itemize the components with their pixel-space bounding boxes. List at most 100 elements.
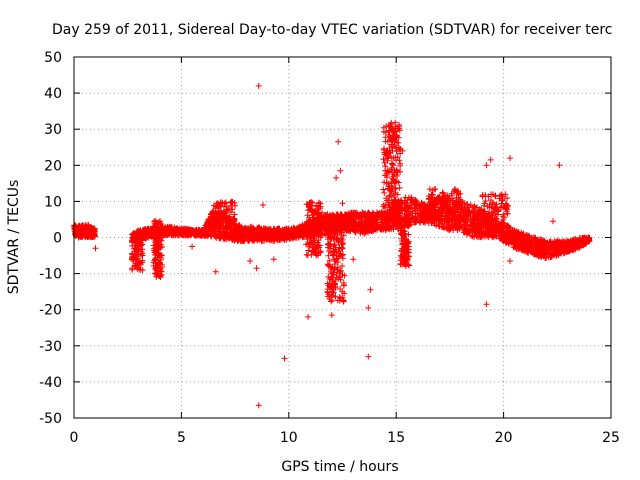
- spike-point: [326, 296, 333, 302]
- spike-point: [498, 191, 505, 198]
- band-point: [519, 231, 526, 238]
- band-point: [349, 211, 356, 218]
- spike-point: [391, 198, 398, 205]
- y-tick-label: -40: [39, 375, 62, 391]
- spike-point: [497, 221, 504, 228]
- spike-point: [129, 242, 136, 249]
- spike-point: [313, 245, 319, 251]
- spike-point: [332, 293, 339, 300]
- y-tick-label: -20: [39, 303, 62, 319]
- spike-point: [425, 196, 432, 203]
- spike-point: [85, 226, 92, 233]
- spike-point: [79, 222, 86, 229]
- band-point: [583, 235, 590, 242]
- band-point: [208, 228, 215, 235]
- spike-point: [328, 282, 335, 289]
- band-point: [369, 209, 376, 216]
- band-point: [464, 204, 471, 211]
- band-point: [383, 219, 390, 226]
- band-point: [162, 228, 169, 235]
- spike-point: [453, 201, 460, 208]
- spike-point: [392, 144, 399, 151]
- band-point: [429, 215, 436, 222]
- band-point: [449, 211, 456, 218]
- band-point: [454, 224, 461, 231]
- spike-point: [492, 192, 499, 199]
- band-point: [247, 223, 254, 230]
- band-point: [556, 248, 563, 255]
- band-point: [549, 241, 556, 248]
- spike-point: [331, 256, 338, 263]
- spike-point: [151, 220, 158, 227]
- spike-point: [154, 224, 161, 230]
- spike-point: [309, 240, 316, 246]
- spike-point: [389, 206, 396, 213]
- data-points: [71, 82, 593, 409]
- spike-point: [341, 282, 347, 288]
- band-point: [352, 213, 359, 220]
- band-point: [403, 200, 409, 207]
- spike-point: [395, 209, 402, 216]
- band-point: [147, 228, 153, 235]
- band-point: [370, 227, 377, 234]
- band-point: [464, 213, 471, 220]
- band-point: [402, 205, 409, 212]
- band-point: [471, 234, 478, 240]
- spike-point: [337, 276, 344, 283]
- band-point: [512, 237, 519, 244]
- spike-point: [135, 250, 142, 257]
- band-point: [460, 210, 467, 217]
- spike-point: [153, 266, 160, 273]
- spike-point: [481, 200, 488, 207]
- spike-point: [447, 205, 454, 212]
- band-point: [556, 240, 563, 246]
- band-point: [496, 228, 503, 235]
- spike-point: [449, 197, 456, 204]
- band-point: [411, 219, 418, 226]
- spike-point: [217, 213, 224, 220]
- band-point: [427, 211, 434, 218]
- band-point: [551, 244, 558, 251]
- band-point: [505, 227, 512, 234]
- x-tick-label: 0: [70, 430, 79, 446]
- band-point: [497, 235, 504, 242]
- band-point: [545, 247, 551, 254]
- spike-point: [324, 216, 331, 223]
- spike-point: [387, 133, 393, 140]
- y-tick-label: 0: [53, 231, 62, 247]
- band-point: [367, 219, 374, 226]
- spike-point: [311, 235, 318, 242]
- band-point: [347, 223, 354, 230]
- spike-point: [431, 196, 438, 203]
- spike-point: [400, 241, 407, 248]
- band-point: [520, 244, 527, 251]
- spike-point: [381, 179, 388, 186]
- spike-point: [228, 209, 234, 216]
- spike-point: [135, 234, 142, 241]
- band-point: [418, 201, 425, 208]
- spike-point: [307, 207, 314, 214]
- band-point: [180, 232, 187, 239]
- band-point: [405, 223, 412, 230]
- spike-point: [339, 263, 346, 269]
- spike-point: [327, 234, 334, 241]
- band-point: [433, 222, 439, 229]
- spike-point: [405, 231, 412, 238]
- spike-point: [132, 236, 139, 243]
- band-point: [322, 217, 329, 224]
- spike-point: [213, 203, 219, 210]
- spike-point: [136, 266, 143, 273]
- spike-point: [484, 203, 491, 210]
- spike-point: [303, 241, 309, 248]
- spike-point: [215, 209, 222, 216]
- spike-point: [382, 210, 389, 217]
- spike-point: [401, 251, 408, 257]
- x-tick-label: 15: [387, 430, 405, 446]
- band-point: [406, 212, 413, 219]
- spike-point: [324, 280, 331, 287]
- x-tick-label: 5: [177, 430, 186, 446]
- spike-point: [77, 233, 84, 240]
- spike-point: [303, 226, 310, 233]
- spike-point: [504, 222, 511, 229]
